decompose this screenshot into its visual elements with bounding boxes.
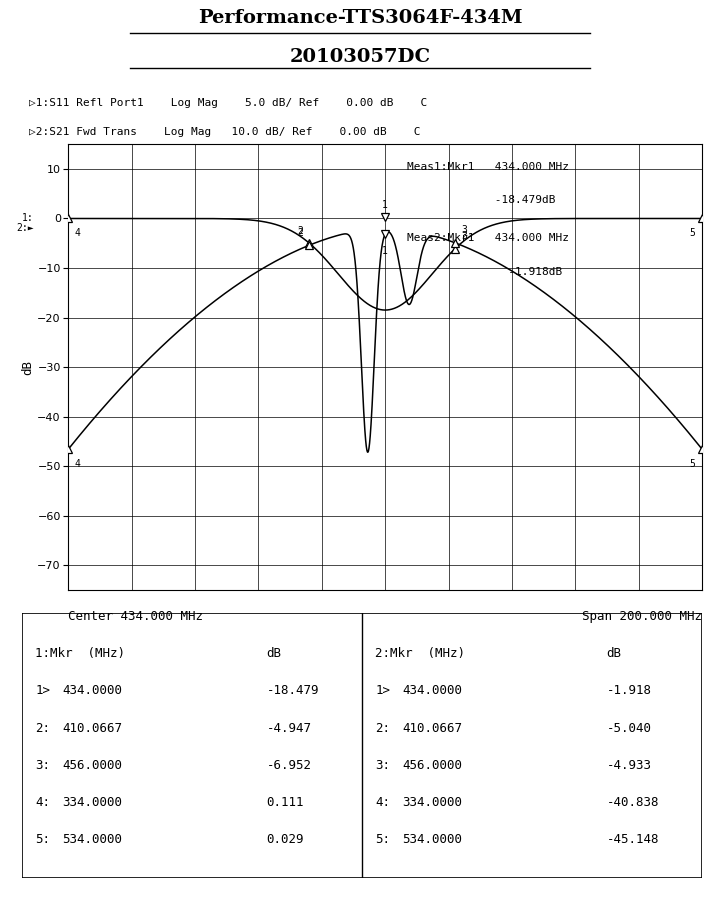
Text: -4.947: -4.947	[266, 722, 312, 734]
Text: 1>: 1>	[375, 685, 390, 697]
Text: Span 200.000 MHz: Span 200.000 MHz	[582, 610, 702, 623]
Text: 2:►: 2:►	[16, 223, 34, 233]
Text: -6.952: -6.952	[266, 759, 312, 772]
Text: dB: dB	[266, 647, 282, 660]
Text: -1.918dB: -1.918dB	[408, 267, 562, 277]
Text: 5: 5	[690, 228, 696, 239]
Text: 456.0000: 456.0000	[63, 759, 122, 772]
Text: 2:: 2:	[35, 722, 50, 734]
Y-axis label: dB: dB	[22, 359, 35, 375]
Text: ▷1:S11 Refl Port1    Log Mag    5.0 dB/ Ref    0.00 dB    C: ▷1:S11 Refl Port1 Log Mag 5.0 dB/ Ref 0.…	[29, 97, 427, 107]
Text: 5:: 5:	[35, 833, 50, 846]
Text: 410.0667: 410.0667	[402, 722, 463, 734]
Text: 3: 3	[462, 225, 467, 235]
Text: 2: 2	[297, 228, 303, 238]
Text: -1.918: -1.918	[607, 685, 652, 697]
Text: -40.838: -40.838	[607, 796, 660, 809]
Text: 3: 3	[462, 232, 467, 241]
Text: dB: dB	[607, 647, 622, 660]
Text: 410.0667: 410.0667	[63, 722, 122, 734]
Text: 434.0000: 434.0000	[63, 685, 122, 697]
Text: 5: 5	[690, 459, 696, 469]
Text: Performance-TTS3064F-434M: Performance-TTS3064F-434M	[198, 9, 522, 27]
Text: 2:: 2:	[375, 722, 390, 734]
Text: 3:: 3:	[375, 759, 390, 772]
Text: 1>: 1>	[35, 685, 50, 697]
Text: Center 434.000 MHz: Center 434.000 MHz	[68, 610, 204, 623]
Text: 4: 4	[75, 459, 81, 469]
Text: -18.479dB: -18.479dB	[408, 196, 556, 205]
Text: Meas2:Mkr1   434.000 MHz: Meas2:Mkr1 434.000 MHz	[408, 233, 570, 243]
Text: 1: 1	[382, 200, 388, 210]
Text: -5.040: -5.040	[607, 722, 652, 734]
Text: 0.029: 0.029	[266, 833, 304, 846]
Text: 534.0000: 534.0000	[63, 833, 122, 846]
Text: 2:Mkr  (MHz): 2:Mkr (MHz)	[375, 647, 465, 660]
Text: 1:: 1:	[22, 214, 34, 223]
Text: 4:: 4:	[375, 796, 390, 809]
Text: 2: 2	[297, 226, 303, 236]
Text: 534.0000: 534.0000	[402, 833, 463, 846]
Text: 334.0000: 334.0000	[63, 796, 122, 809]
Text: 20103057DC: 20103057DC	[289, 48, 431, 66]
Text: 1: 1	[382, 246, 388, 256]
Text: 5:: 5:	[375, 833, 390, 846]
Text: -45.148: -45.148	[607, 833, 660, 846]
Text: 3:: 3:	[35, 759, 50, 772]
Text: 334.0000: 334.0000	[402, 796, 463, 809]
Text: 456.0000: 456.0000	[402, 759, 463, 772]
Text: -4.933: -4.933	[607, 759, 652, 772]
Text: 0.111: 0.111	[266, 796, 304, 809]
Text: 1:Mkr  (MHz): 1:Mkr (MHz)	[35, 647, 125, 660]
Text: Meas1:Mkr1   434.000 MHz: Meas1:Mkr1 434.000 MHz	[408, 162, 570, 172]
Text: -18.479: -18.479	[266, 685, 319, 697]
Text: 434.0000: 434.0000	[402, 685, 463, 697]
Text: 4: 4	[75, 228, 81, 239]
Text: ▷2:S21 Fwd Trans    Log Mag   10.0 dB/ Ref    0.00 dB    C: ▷2:S21 Fwd Trans Log Mag 10.0 dB/ Ref 0.…	[29, 127, 420, 137]
Text: 4:: 4:	[35, 796, 50, 809]
